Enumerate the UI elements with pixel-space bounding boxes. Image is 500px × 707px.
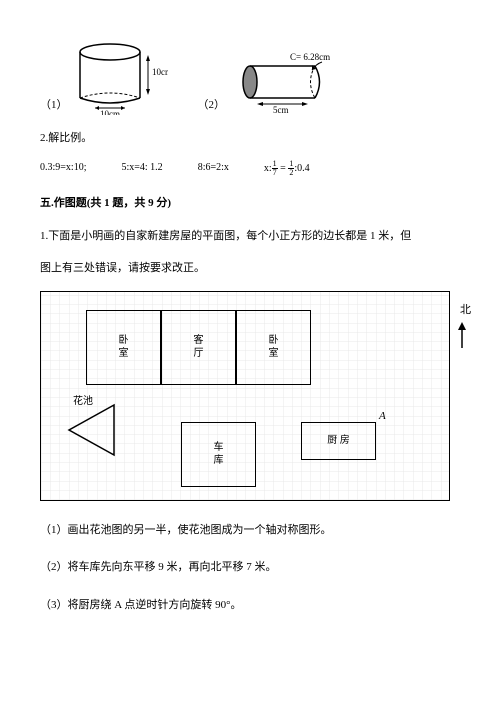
ratio-2: 5:x=4: 1.2 [121, 160, 162, 177]
point-a-label: A [379, 408, 386, 426]
fig2-circ-text: C= 6.28cm [290, 52, 330, 62]
q1-line1: 1.下面是小明画的自家新建房屋的平面图，每个小正方形的边长都是 1 米，但 [40, 224, 460, 248]
fig2-width-text: 5cm [273, 105, 289, 115]
sub-question-3: （3）将厨房绕 A 点逆时针方向旋转 90°。 [40, 596, 460, 616]
ratio-4: x:17 = 12:0.4 [264, 160, 310, 177]
figure-1: （1） 10cm 10cm [40, 40, 168, 115]
sub-question-1: （1）画出花池图的另一半，使花池图成为一个轴对称图形。 [40, 521, 460, 541]
sub-question-2: （2）将车库先向东平移 9 米，再向北平移 7 米。 [40, 558, 460, 578]
north-label: 北 [460, 302, 471, 320]
room-living: 客 厅 [161, 310, 236, 385]
q1-line2: 图上有三处错误，请按要求改正。 [40, 256, 460, 280]
room-kitchen: 厨 房 [301, 422, 376, 460]
cylinder-standing: 10cm 10cm [73, 40, 168, 115]
cylinder-lying: C= 6.28cm 5cm [230, 50, 350, 115]
problem2-title: 2.解比例。 [40, 130, 460, 148]
section5-title: 五.作图题(共 1 题，共 9 分) [40, 195, 460, 213]
room-garage: 车 库 [181, 422, 256, 487]
ratio-3: 8:6=2:x [198, 160, 229, 177]
figure-2: （2） C= 6.28cm 5cm [198, 50, 351, 115]
floorplan: 北 卧 室 客 厅 卧 室 花池 车 库 厨 房 A [40, 291, 450, 501]
fig2-number: （2） [198, 97, 226, 115]
ratio-equations: 0.3:9=x:10; 5:x=4: 1.2 8:6=2:x x:17 = 12… [40, 160, 460, 177]
ratio-1: 0.3:9=x:10; [40, 160, 86, 177]
north-arrow-icon [455, 320, 469, 350]
figures-row: （1） 10cm 10cm （2） C= 6.28cm [40, 40, 460, 115]
fig1-width-text: 10cm [100, 109, 120, 115]
fig1-number: （1） [40, 97, 68, 115]
garden-label: 花池 [73, 394, 93, 410]
room-bedroom2: 卧 室 [236, 310, 311, 385]
fig1-height-text: 10cm [152, 67, 168, 77]
room-bedroom1: 卧 室 [86, 310, 161, 385]
